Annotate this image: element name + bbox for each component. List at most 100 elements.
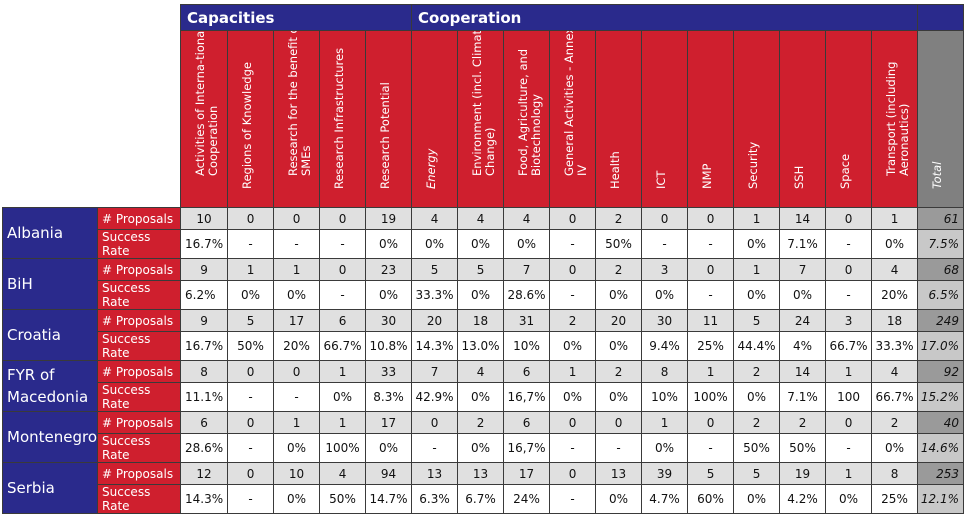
value-cell: 13: [457, 462, 505, 485]
value-cell: -: [549, 433, 597, 463]
value-cell: 0%: [273, 484, 321, 514]
value-cell: 33.3%: [871, 331, 919, 361]
value-cell: 42.9%: [411, 382, 459, 412]
value-cell: 9: [180, 258, 229, 281]
value-cell: 0: [227, 207, 275, 230]
value-cell: 0%: [549, 382, 597, 412]
value-cell: 8: [641, 360, 689, 383]
table-row: Success Rate 11.1% - -0% 8.3% 42.9% 0% 16,7% 0% 0…: [3, 382, 965, 412]
country-label: FYR of Macedonia: [1, 360, 99, 412]
total-cell: 6.5%: [917, 280, 965, 310]
value-cell: -: [549, 484, 597, 514]
value-cell: 2: [733, 411, 781, 434]
value-cell: 18: [871, 309, 919, 332]
col-header-total: Total: [917, 30, 965, 208]
value-cell: 7: [779, 258, 827, 281]
value-cell: 24: [779, 309, 827, 332]
value-cell: 0: [319, 258, 367, 281]
total-cell: 68: [917, 258, 965, 281]
value-cell: -: [411, 433, 459, 463]
value-cell: 4%: [779, 331, 827, 361]
value-cell: 0%: [273, 433, 321, 463]
value-cell: 1: [825, 462, 873, 485]
value-cell: 20%: [871, 280, 919, 310]
value-cell: 6.2%: [180, 280, 229, 310]
value-cell: 30: [641, 309, 689, 332]
total-cell: 15.2%: [917, 382, 965, 412]
value-cell: 5: [733, 309, 781, 332]
value-cell: -: [227, 382, 275, 412]
value-cell: 0%: [411, 229, 459, 259]
value-cell: 0%: [871, 433, 919, 463]
table-row: Croatia # Proposals 9 5 17 6 30 20 18 31 2 20 30 11 5 2…: [1, 309, 965, 361]
value-cell: 0%: [365, 280, 413, 310]
value-cell: 8: [180, 360, 229, 383]
value-cell: 0%: [319, 382, 367, 412]
value-cell: 66.7%: [319, 331, 367, 361]
value-cell: 0%: [365, 229, 413, 259]
total-cell: 253: [917, 462, 965, 485]
value-cell: 100%: [319, 433, 367, 463]
value-cell: 0: [549, 207, 597, 230]
col-header: Regions of Knowledge: [227, 30, 275, 208]
value-cell: 4.7%: [641, 484, 689, 514]
table-row: FYR of Macedonia # Proposals 8 0 0 1 33 7 4 6 1 2 8 1…: [1, 360, 965, 412]
value-cell: 0: [549, 258, 597, 281]
value-cell: 0%: [641, 433, 689, 463]
value-cell: 7.1%: [779, 229, 827, 259]
value-cell: 0: [549, 462, 597, 485]
value-cell: 11: [687, 309, 735, 332]
table-row: Success Rate 14.3% -0% 50% 14.7% 6.3% 6.7% 24% -…: [3, 484, 965, 514]
table-row: Success Rate 28.6% -0% 100% 0% -0% 16,7% - -0% -5…: [3, 433, 965, 463]
value-cell: 6: [503, 360, 551, 383]
value-cell: 2: [549, 309, 597, 332]
total-cell: 7.5%: [917, 229, 965, 259]
value-cell: 0: [641, 207, 689, 230]
col-header: Transport (including Aeronautics): [871, 30, 919, 208]
col-header: Research Potential: [365, 30, 413, 208]
country-label: Serbia: [1, 462, 99, 514]
value-cell: 17: [273, 309, 321, 332]
value-cell: -: [227, 229, 275, 259]
col-header: Environment (incl. Climate Change): [457, 30, 505, 208]
metric-label: Success Rate: [97, 433, 182, 463]
value-cell: 100%: [687, 382, 735, 412]
value-cell: 7: [411, 360, 459, 383]
value-cell: -: [595, 433, 643, 463]
value-cell: 0%: [595, 280, 643, 310]
value-cell: 100: [825, 382, 873, 412]
value-cell: 4: [457, 360, 505, 383]
metric-label: # Proposals: [97, 462, 182, 485]
value-cell: 16,7%: [503, 433, 551, 463]
table-row: BiH # Proposals 9 1 1 0 23 5 5 7 0 2 3 0 1 7 0 4 68: [1, 258, 965, 310]
value-cell: 66.7%: [825, 331, 873, 361]
col-header: Food, Agriculture, and Biotechnology: [503, 30, 551, 208]
value-cell: -: [825, 229, 873, 259]
value-cell: 24%: [503, 484, 551, 514]
metric-label: # Proposals: [97, 411, 182, 434]
table-row: Success Rate 16.7% - - -0% 0% 0% 0% -50% - -0% 7.1%…: [3, 229, 965, 259]
value-cell: -: [641, 229, 689, 259]
value-cell: -: [273, 229, 321, 259]
group-cooperation: Cooperation: [411, 4, 919, 31]
value-cell: 8: [871, 462, 919, 485]
metric-label: Success Rate: [97, 382, 182, 412]
value-cell: 94: [365, 462, 413, 485]
metric-label: Success Rate: [97, 484, 182, 514]
value-cell: 66.7%: [871, 382, 919, 412]
value-cell: 3: [641, 258, 689, 281]
value-cell: 4: [871, 360, 919, 383]
value-cell: 2: [457, 411, 505, 434]
value-cell: 14.3%: [180, 484, 229, 514]
value-cell: 50%: [227, 331, 275, 361]
value-cell: 0: [595, 411, 643, 434]
value-cell: 1: [871, 207, 919, 230]
value-cell: 2: [595, 258, 643, 281]
metric-label: Success Rate: [97, 331, 182, 361]
value-cell: 1: [825, 360, 873, 383]
value-cell: 0%: [595, 382, 643, 412]
value-cell: 0%: [365, 433, 413, 463]
value-cell: 33: [365, 360, 413, 383]
value-cell: -: [549, 229, 597, 259]
value-cell: 0%: [733, 484, 781, 514]
